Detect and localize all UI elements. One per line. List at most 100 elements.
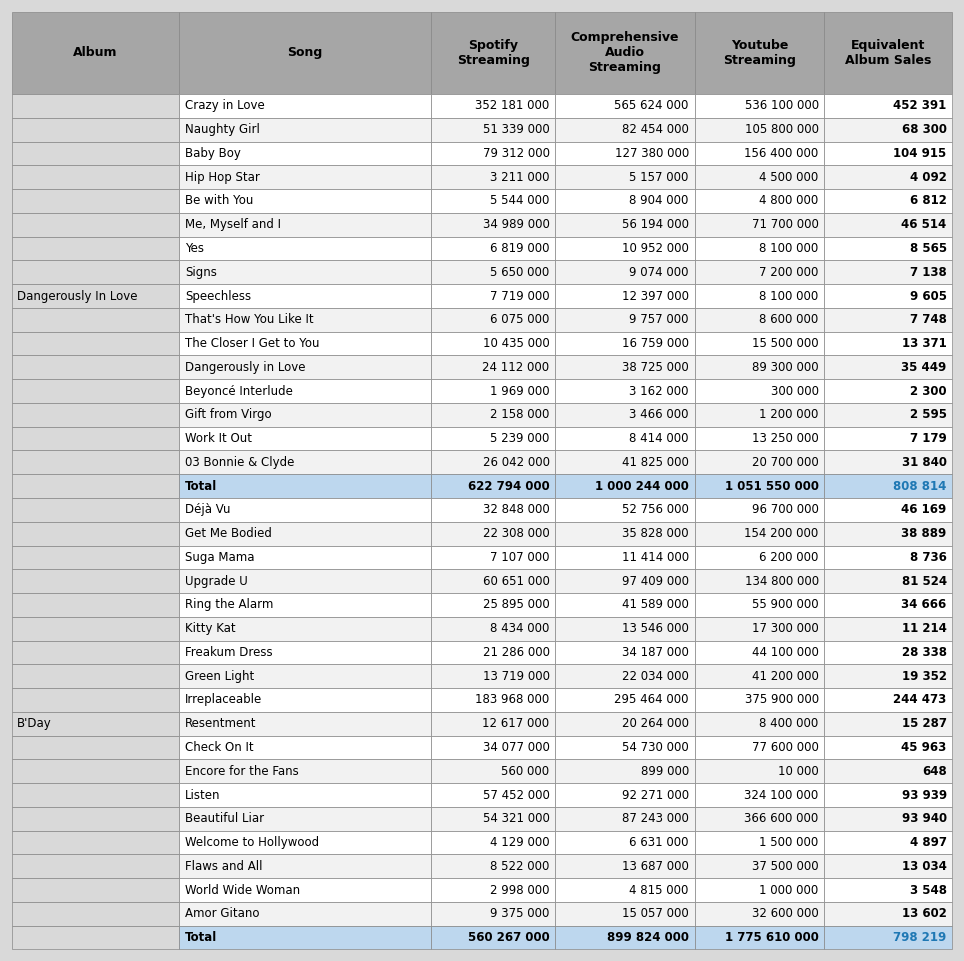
Bar — [179, 356, 431, 380]
Text: Dangerously in Love: Dangerously in Love — [185, 360, 306, 374]
Bar — [695, 380, 824, 403]
Text: 52 756 000: 52 756 000 — [622, 504, 689, 516]
Bar — [179, 688, 431, 712]
Bar — [555, 569, 695, 593]
Text: 28 338: 28 338 — [901, 646, 947, 659]
Bar — [12, 902, 179, 925]
Bar — [555, 522, 695, 546]
Text: 899 824 000: 899 824 000 — [607, 931, 689, 944]
Text: 71 700 000: 71 700 000 — [752, 218, 818, 232]
Bar — [555, 236, 695, 260]
Text: Comprehensive
Audio
Streaming: Comprehensive Audio Streaming — [571, 32, 680, 74]
Text: Equivalent
Album Sales: Equivalent Album Sales — [845, 38, 931, 67]
Bar — [431, 569, 555, 593]
Text: 8 565: 8 565 — [909, 242, 947, 255]
Text: Crazy in Love: Crazy in Love — [185, 99, 264, 112]
Text: 127 380 000: 127 380 000 — [615, 147, 689, 160]
Bar — [555, 878, 695, 902]
Text: 134 800 000: 134 800 000 — [744, 575, 818, 588]
Bar — [555, 546, 695, 569]
Bar — [555, 141, 695, 165]
Bar — [695, 403, 824, 427]
Bar — [695, 284, 824, 308]
Text: 8 736: 8 736 — [910, 551, 947, 564]
Bar — [555, 474, 695, 498]
Bar — [431, 332, 555, 356]
Text: 20 264 000: 20 264 000 — [622, 717, 689, 730]
Text: 25 895 000: 25 895 000 — [483, 599, 549, 611]
Bar — [431, 141, 555, 165]
Text: 9 074 000: 9 074 000 — [629, 266, 689, 279]
Bar — [12, 522, 179, 546]
Bar — [12, 854, 179, 878]
Bar — [695, 260, 824, 284]
Bar — [179, 308, 431, 332]
Text: 4 897: 4 897 — [910, 836, 947, 849]
Bar — [824, 522, 952, 546]
Bar — [431, 807, 555, 830]
Bar — [12, 332, 179, 356]
Text: That's How You Like It: That's How You Like It — [185, 313, 313, 327]
Bar — [12, 189, 179, 213]
Bar — [695, 664, 824, 688]
Text: Me, Myself and I: Me, Myself and I — [185, 218, 281, 232]
Text: 7 719 000: 7 719 000 — [490, 289, 549, 303]
Text: 7 179: 7 179 — [910, 432, 947, 445]
Bar — [695, 688, 824, 712]
Text: Green Light: Green Light — [185, 670, 254, 682]
Text: 13 250 000: 13 250 000 — [752, 432, 818, 445]
Bar — [555, 925, 695, 949]
Text: 8 434 000: 8 434 000 — [491, 622, 549, 635]
Bar — [695, 498, 824, 522]
Text: 2 158 000: 2 158 000 — [491, 408, 549, 421]
Bar — [555, 165, 695, 189]
Text: 92 271 000: 92 271 000 — [622, 789, 689, 801]
Text: 41 825 000: 41 825 000 — [622, 456, 689, 469]
Text: Dangerously In Love: Dangerously In Love — [17, 289, 138, 303]
Bar — [824, 569, 952, 593]
Text: 324 100 000: 324 100 000 — [744, 789, 818, 801]
Bar — [555, 284, 695, 308]
Text: Yes: Yes — [185, 242, 203, 255]
Bar — [431, 593, 555, 617]
Text: 560 267 000: 560 267 000 — [468, 931, 549, 944]
Bar — [12, 593, 179, 617]
Text: Total: Total — [185, 931, 217, 944]
Bar — [431, 735, 555, 759]
Bar — [695, 522, 824, 546]
Text: 32 600 000: 32 600 000 — [752, 907, 818, 921]
Bar — [431, 664, 555, 688]
Text: 11 214: 11 214 — [901, 622, 947, 635]
Bar — [695, 332, 824, 356]
Text: 105 800 000: 105 800 000 — [745, 123, 818, 136]
Text: 38 725 000: 38 725 000 — [622, 360, 689, 374]
Text: 4 800 000: 4 800 000 — [760, 194, 818, 208]
Text: 79 312 000: 79 312 000 — [483, 147, 549, 160]
Text: 57 452 000: 57 452 000 — [483, 789, 549, 801]
Bar — [824, 878, 952, 902]
Text: 8 414 000: 8 414 000 — [629, 432, 689, 445]
Text: Youtube
Streaming: Youtube Streaming — [723, 38, 796, 67]
Bar — [555, 260, 695, 284]
Bar — [12, 118, 179, 141]
Text: 20 700 000: 20 700 000 — [752, 456, 818, 469]
Bar — [824, 141, 952, 165]
Text: 82 454 000: 82 454 000 — [622, 123, 689, 136]
Bar — [555, 854, 695, 878]
Bar — [12, 569, 179, 593]
Text: 154 200 000: 154 200 000 — [744, 528, 818, 540]
Bar — [179, 189, 431, 213]
Text: 26 042 000: 26 042 000 — [483, 456, 549, 469]
Text: 13 546 000: 13 546 000 — [622, 622, 689, 635]
Bar — [12, 807, 179, 830]
Text: 55 900 000: 55 900 000 — [752, 599, 818, 611]
Bar — [12, 830, 179, 854]
Bar — [12, 735, 179, 759]
Text: Be with You: Be with You — [185, 194, 254, 208]
Bar — [695, 878, 824, 902]
Bar — [431, 451, 555, 474]
Text: 1 969 000: 1 969 000 — [490, 384, 549, 398]
Bar — [431, 308, 555, 332]
Text: 44 100 000: 44 100 000 — [752, 646, 818, 659]
Text: 21 286 000: 21 286 000 — [483, 646, 549, 659]
